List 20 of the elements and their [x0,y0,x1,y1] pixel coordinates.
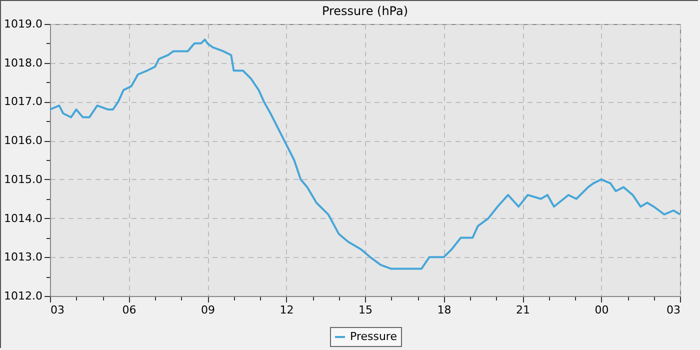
y-tick-label: 1014.0 [4,212,42,225]
y-tick-label: 1019.0 [4,18,42,30]
y-tick-label: 1012.0 [4,290,42,302]
x-tick-label: 00 [594,304,609,316]
chart-title: Pressure (hPa) [322,4,408,18]
x-tick-label: 03 [666,304,680,316]
x-tick-label: 18 [437,304,452,316]
legend-label: Pressure [350,330,398,343]
x-tick-label: 06 [122,304,136,316]
x-tick-label: 03 [50,304,64,316]
y-tick-label: 1017.0 [4,95,42,108]
x-tick-label: 09 [201,304,215,316]
y-tick-label: 1015.0 [4,172,42,186]
line-series [49,38,681,270]
y-tick-label: 1016.0 [4,134,42,148]
x-tick-label: 15 [358,304,372,316]
x-tick-label: 12 [280,304,294,316]
y-tick-label: 1013.0 [4,250,42,264]
x-tick-label: 21 [516,304,530,316]
y-tick-label: 1018.0 [4,56,42,70]
